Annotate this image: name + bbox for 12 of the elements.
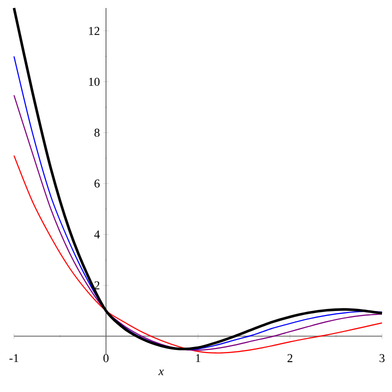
y-tick-label: 6	[94, 180, 100, 188]
x-axis-title: x	[158, 370, 164, 376]
x-tick-label: 0	[103, 354, 109, 362]
y-tick-label: 10	[89, 78, 100, 86]
y-tick-label: 8	[94, 128, 100, 137]
x-tick-label: 1	[196, 354, 200, 362]
y-tick-label: 12	[89, 26, 100, 35]
x-tick-label: 3	[380, 354, 385, 362]
y-tick-label: 4	[94, 230, 100, 238]
x-tick-label: 2	[288, 354, 292, 362]
x-tick-label: -1	[9, 354, 18, 362]
line-series	[13, 155, 383, 354]
